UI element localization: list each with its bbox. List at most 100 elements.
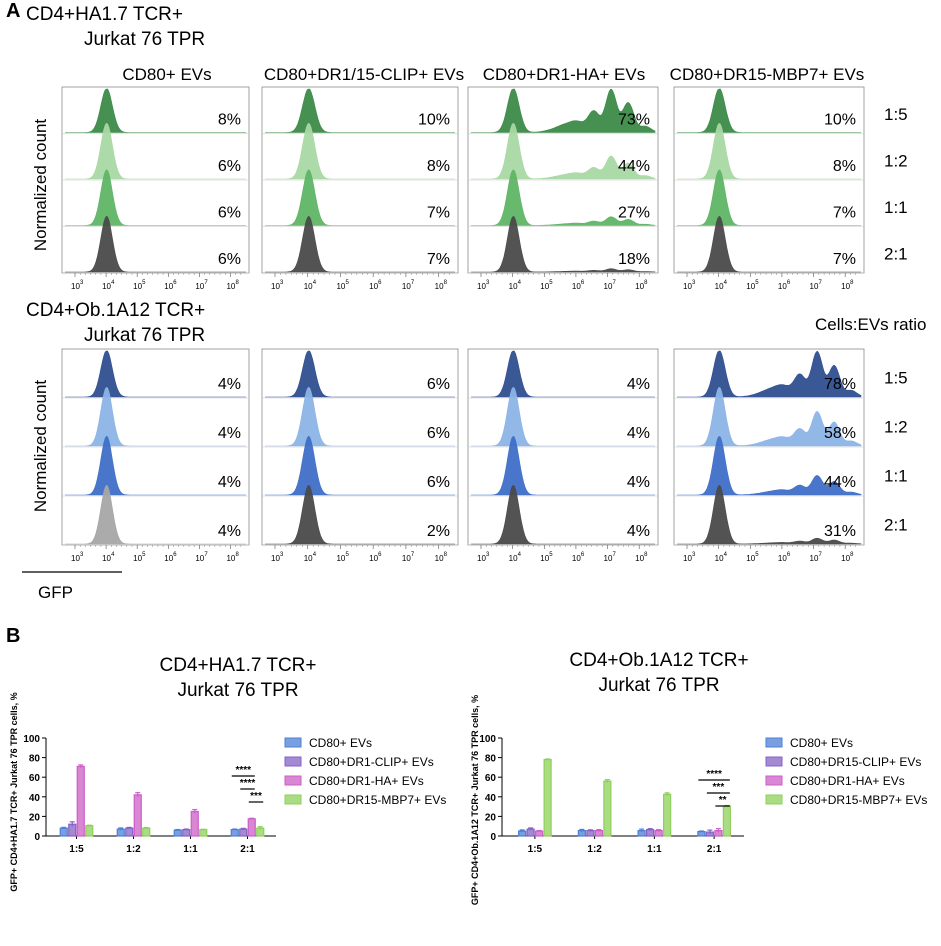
x-tick-exponent: 8 [444, 552, 448, 558]
x-tick-exponent: 3 [486, 280, 490, 286]
histogram-curve [65, 386, 246, 447]
histogram-curve [677, 169, 861, 226]
histogram-curve [65, 350, 246, 398]
gfp-percent-label: 4% [627, 474, 650, 491]
legend-label: CD80+DR15-MBP7+ EVs [790, 793, 927, 807]
bar [663, 793, 672, 837]
x-tick-label: 10 [133, 282, 142, 291]
histogram-curve [265, 88, 455, 133]
histogram-curve [265, 484, 455, 545]
x-tick-exponent: 5 [755, 552, 759, 558]
x-tick-label: 10 [164, 554, 173, 563]
y-tick-label: 40 [485, 793, 497, 804]
histogram-curve [677, 435, 862, 496]
y-tick-label: 20 [485, 812, 497, 823]
ratio-label: 2:1 [884, 244, 908, 263]
legend-swatch [765, 775, 783, 786]
x-tick-label: 10 [778, 554, 787, 563]
y-tick-label: 80 [485, 754, 497, 765]
x-tick-label: 10 [841, 282, 850, 291]
x-tick-exponent: 8 [850, 280, 854, 286]
bar-chart-ylabel: GFP+ CD4+Ob.1A12 TCR+ Jurkat 76 TPR cell… [470, 695, 480, 905]
x-tick-label: 10 [336, 282, 345, 291]
gfp-percent-label: 4% [218, 474, 241, 491]
x-tick-exponent: 4 [111, 280, 115, 286]
gfp-percent-label: 6% [218, 251, 241, 268]
x-tick-label: 10 [369, 554, 378, 563]
x-tick-exponent: 4 [313, 280, 317, 286]
x-tick-exponent: 8 [850, 552, 854, 558]
gfp-percent-label: 8% [427, 158, 450, 175]
x-tick-exponent: 4 [518, 280, 522, 286]
y-tick-label: 0 [34, 832, 40, 843]
legend-swatch [284, 775, 302, 786]
x-tick-label: 10 [71, 554, 80, 563]
ratio-label: 1:1 [884, 466, 908, 485]
gfp-percent-label: 2% [427, 523, 450, 540]
column-title-2: CD80+DR1/15-CLIP+ EVs [264, 65, 464, 84]
group1-title-line1: CD4+HA1.7 TCR+ [26, 4, 183, 25]
histogram-curve [265, 435, 455, 496]
x-tick-exponent: 3 [280, 552, 284, 558]
gfp-percent-label: 6% [427, 425, 450, 442]
x-tick-exponent: 7 [204, 552, 208, 558]
histogram-curve [471, 484, 655, 545]
gfp-percent-label: 4% [218, 376, 241, 393]
gfp-percent-label: 4% [218, 425, 241, 442]
bar [603, 780, 612, 837]
gfp-percent-label: 4% [627, 376, 650, 393]
histogram-curve [677, 386, 862, 447]
x-tick-label: 10 [435, 554, 444, 563]
histogram-curve [265, 169, 455, 226]
gfp-percent-label: 73% [618, 112, 650, 129]
x-tick-label: 10 [402, 282, 411, 291]
legend-swatch [284, 737, 302, 748]
x-tick-exponent: 7 [204, 280, 208, 286]
histogram-curve [65, 435, 246, 496]
x-tick-label: 10 [715, 282, 724, 291]
x-tick-label: 10 [683, 282, 692, 291]
histogram-curve [65, 169, 246, 226]
x-tick-label: 10 [71, 282, 80, 291]
histogram-curve [471, 350, 655, 398]
histogram-curve [471, 122, 656, 180]
significance-stars: *** [250, 791, 262, 802]
ratio-label: 1:1 [884, 198, 908, 217]
bar-chart-title-line2: Jurkat 76 TPR [598, 675, 719, 696]
x-tick-label: 10 [540, 282, 549, 291]
x-tick-exponent: 5 [142, 552, 146, 558]
column-title-4: CD80+DR15-MBP7+ EVs [670, 65, 865, 84]
gfp-percent-label: 10% [824, 112, 856, 129]
legend-swatch [284, 794, 302, 805]
x-tick-label: 10 [477, 282, 486, 291]
x-tick-label: 10 [810, 282, 819, 291]
x-tick-exponent: 8 [444, 280, 448, 286]
x-tick-exponent: 6 [581, 280, 585, 286]
gfp-percent-label: 6% [218, 205, 241, 222]
x-tick-label: 10 [509, 554, 518, 563]
ratio-label: 1:2 [884, 417, 908, 436]
x-tick-label: 10 [635, 282, 644, 291]
x-tick-exponent: 6 [787, 552, 791, 558]
x-tick-label: 10 [226, 554, 235, 563]
ratio-label: 2:1 [884, 515, 908, 534]
gfp-percent-label: 18% [618, 251, 650, 268]
significance-stars: ** [719, 795, 727, 806]
histogram-curve [265, 215, 455, 273]
legend-label: CD80+DR15-CLIP+ EVs [790, 755, 921, 769]
legend-swatch [765, 737, 783, 748]
x-category-label: 1:1 [183, 844, 198, 855]
x-category-label: 2:1 [707, 844, 722, 855]
legend-swatch [284, 756, 302, 767]
x-tick-exponent: 4 [724, 280, 728, 286]
x-tick-exponent: 6 [581, 552, 585, 558]
panel-a-label: A [6, 0, 20, 22]
gfp-percent-label: 44% [824, 474, 856, 491]
group1-title-line2: Jurkat 76 TPR [84, 29, 205, 50]
gfp-percent-label: 8% [833, 158, 856, 175]
column-title-3: CD80+DR1-HA+ EVs [483, 65, 646, 84]
x-tick-exponent: 3 [692, 280, 696, 286]
gfp-percent-label: 6% [427, 376, 450, 393]
legend-label: CD80+DR1-HA+ EVs [790, 774, 905, 788]
ylabel-top: Normalized count [31, 119, 50, 252]
